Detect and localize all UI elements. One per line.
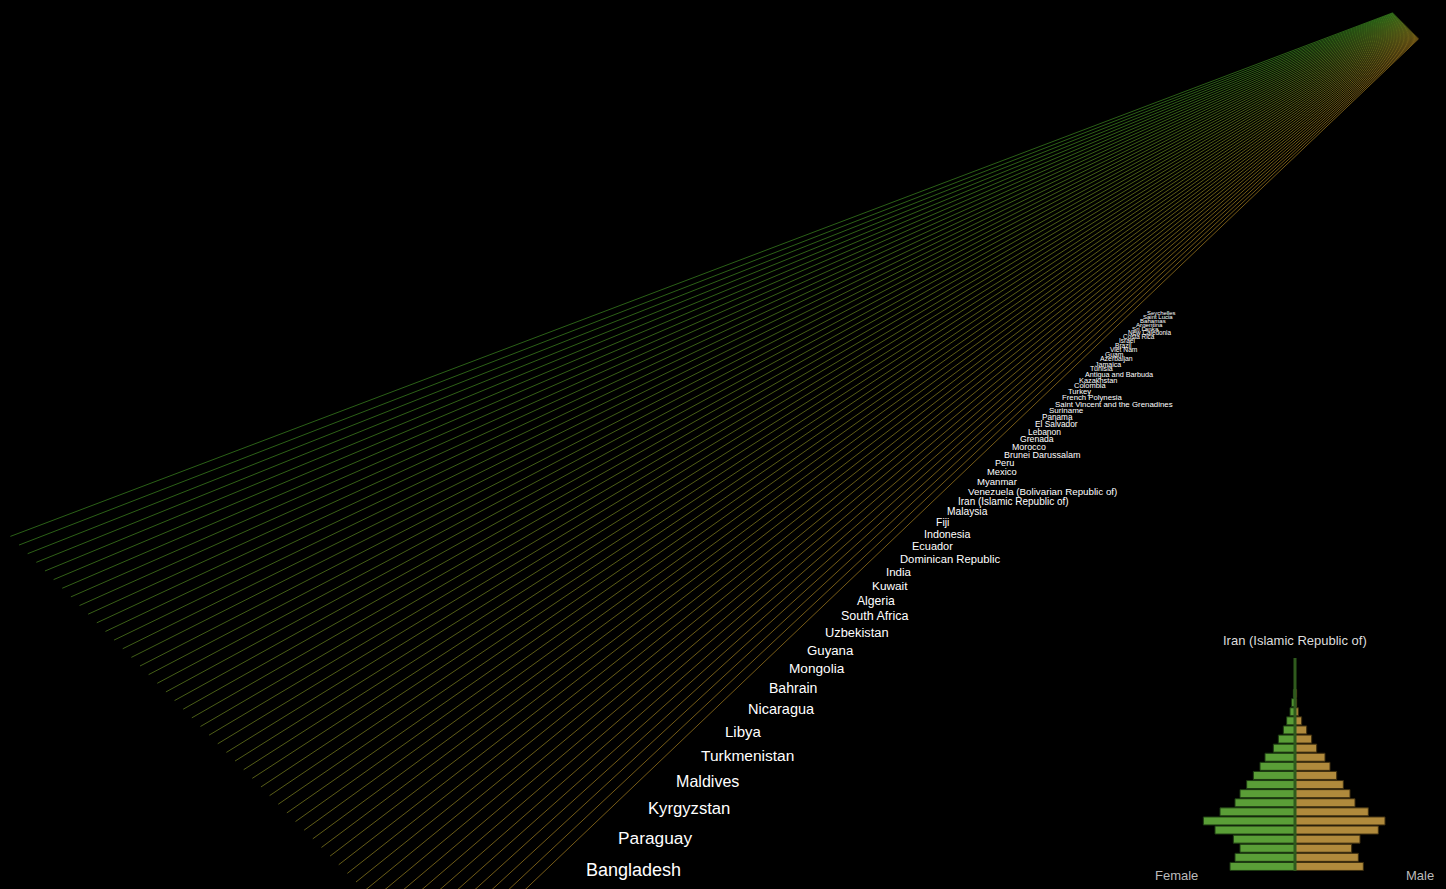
svg-text:Paraguay: Paraguay	[618, 828, 692, 848]
svg-text:Uzbekistan: Uzbekistan	[825, 625, 889, 640]
svg-text:Indonesia: Indonesia	[924, 528, 970, 540]
svg-text:Bahamas: Bahamas	[1140, 317, 1166, 324]
svg-text:Azerbaijan: Azerbaijan	[1100, 355, 1133, 363]
svg-text:Antigua and Barbuda: Antigua and Barbuda	[1085, 370, 1154, 379]
svg-text:Guam: Guam	[1105, 351, 1124, 358]
svg-text:Mexico: Mexico	[987, 467, 1017, 477]
svg-text:Turkmenistan: Turkmenistan	[701, 747, 794, 764]
svg-text:Bangladesh: Bangladesh	[586, 860, 681, 880]
svg-text:Libya: Libya	[725, 723, 762, 740]
svg-text:India: India	[886, 566, 912, 578]
svg-text:Argentina: Argentina	[1136, 321, 1163, 328]
svg-text:Costa Rica: Costa Rica	[1123, 333, 1155, 340]
svg-text:Venezuela (Bolivarian Republic: Venezuela (Bolivarian Republic of)	[968, 486, 1117, 497]
svg-text:Turkey: Turkey	[1068, 387, 1091, 396]
svg-text:Kazakhstan: Kazakhstan	[1079, 376, 1117, 385]
svg-text:Kyrgyzstan: Kyrgyzstan	[648, 799, 730, 818]
svg-text:Saint Lucia: Saint Lucia	[1143, 314, 1173, 320]
svg-text:Peru: Peru	[995, 458, 1014, 468]
svg-text:Fiji: Fiji	[936, 517, 949, 528]
svg-text:Suriname: Suriname	[1049, 406, 1084, 415]
svg-text:Mongolia: Mongolia	[789, 661, 845, 676]
svg-text:Seychelles: Seychelles	[1147, 310, 1176, 316]
svg-text:Guyana: Guyana	[807, 643, 854, 658]
svg-text:Algeria: Algeria	[857, 594, 895, 608]
svg-text:El Salvador: El Salvador	[1035, 419, 1078, 429]
svg-text:Viet Nam: Viet Nam	[1110, 346, 1138, 353]
svg-text:Dominican Republic: Dominican Republic	[900, 553, 1000, 565]
svg-text:Kuwait: Kuwait	[872, 579, 908, 593]
svg-text:Maldives: Maldives	[676, 772, 739, 790]
svg-text:Saint Vincent and the Grenadin: Saint Vincent and the Grenadines	[1055, 400, 1173, 409]
svg-text:Colombia: Colombia	[1074, 381, 1107, 390]
svg-text:Iran (Islamic Republic of): Iran (Islamic Republic of)	[958, 496, 1069, 507]
svg-text:Panama: Panama	[1042, 413, 1073, 422]
svg-text:Myanmar: Myanmar	[977, 476, 1018, 487]
svg-text:Nicaragua: Nicaragua	[748, 701, 815, 717]
svg-text:New Caledonia: New Caledonia	[1128, 329, 1171, 336]
svg-text:Bahrain: Bahrain	[769, 680, 817, 696]
svg-text:Israel: Israel	[1119, 337, 1135, 344]
svg-text:Ecuador: Ecuador	[912, 540, 953, 552]
svg-text:Iran (Islamic Republic of): Iran (Islamic Republic of)	[1223, 633, 1367, 648]
svg-text:Brunei Darussalam: Brunei Darussalam	[1004, 450, 1081, 460]
svg-text:Brazil: Brazil	[1115, 342, 1132, 349]
svg-text:Sri Lanka: Sri Lanka	[1132, 325, 1159, 332]
svg-text:Lebanon: Lebanon	[1028, 427, 1061, 437]
svg-text:French Polynesia: French Polynesia	[1062, 393, 1123, 402]
svg-text:Grenada: Grenada	[1020, 434, 1054, 444]
svg-text:Jamaica: Jamaica	[1095, 361, 1121, 368]
svg-text:Morocco: Morocco	[1012, 442, 1046, 452]
svg-text:Malaysia: Malaysia	[947, 506, 988, 517]
svg-text:Tunisia: Tunisia	[1090, 365, 1113, 373]
svg-text:South Africa: South Africa	[841, 609, 908, 623]
svg-text:Male: Male	[1406, 868, 1434, 883]
svg-text:Female: Female	[1155, 868, 1198, 883]
